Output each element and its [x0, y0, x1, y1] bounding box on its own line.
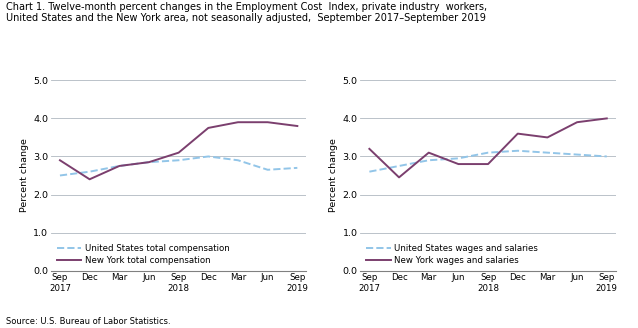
- United States total compensation: [115, 164, 123, 168]
- United States wages and salaries: [544, 151, 551, 154]
- United States wages and salaries: [425, 158, 433, 162]
- United States total compensation: [175, 158, 182, 162]
- United States total compensation: [56, 174, 64, 177]
- Y-axis label: Percent change: Percent change: [329, 138, 338, 213]
- United States total compensation: [145, 160, 152, 164]
- New York total compensation: [145, 160, 152, 164]
- New York total compensation: [115, 164, 123, 168]
- New York total compensation: [56, 158, 64, 162]
- New York total compensation: [293, 124, 301, 128]
- New York total compensation: [205, 126, 212, 130]
- Line: United States wages and salaries: United States wages and salaries: [369, 151, 607, 172]
- New York wages and salaries: [454, 162, 462, 166]
- New York wages and salaries: [425, 151, 433, 154]
- United States wages and salaries: [514, 149, 522, 153]
- United States wages and salaries: [484, 151, 492, 154]
- United States total compensation: [85, 170, 93, 174]
- New York total compensation: [175, 151, 182, 154]
- New York wages and salaries: [366, 147, 373, 151]
- United States wages and salaries: [366, 170, 373, 174]
- United States total compensation: [205, 154, 212, 158]
- Line: United States total compensation: United States total compensation: [60, 156, 297, 175]
- Text: Source: U.S. Bureau of Labor Statistics.: Source: U.S. Bureau of Labor Statistics.: [6, 318, 171, 326]
- United States wages and salaries: [603, 154, 611, 158]
- New York wages and salaries: [395, 175, 403, 179]
- Text: Chart 1. Twelve-month percent changes in the Employment Cost  Index, private ind: Chart 1. Twelve-month percent changes in…: [6, 2, 487, 23]
- Y-axis label: Percent change: Percent change: [20, 138, 29, 213]
- United States wages and salaries: [395, 164, 403, 168]
- United States wages and salaries: [454, 156, 462, 160]
- Line: New York total compensation: New York total compensation: [60, 122, 297, 179]
- United States total compensation: [293, 166, 301, 170]
- New York wages and salaries: [544, 135, 551, 139]
- United States wages and salaries: [574, 153, 581, 156]
- New York wages and salaries: [514, 132, 522, 135]
- United States total compensation: [264, 168, 272, 172]
- New York total compensation: [234, 120, 242, 124]
- New York wages and salaries: [484, 162, 492, 166]
- Line: New York wages and salaries: New York wages and salaries: [369, 118, 607, 177]
- New York total compensation: [264, 120, 272, 124]
- Legend: United States total compensation, New York total compensation: United States total compensation, New Yo…: [56, 242, 231, 266]
- New York wages and salaries: [574, 120, 581, 124]
- Legend: United States wages and salaries, New York wages and salaries: United States wages and salaries, New Yo…: [365, 242, 540, 266]
- New York total compensation: [85, 177, 93, 181]
- New York wages and salaries: [603, 116, 611, 120]
- United States total compensation: [234, 158, 242, 162]
